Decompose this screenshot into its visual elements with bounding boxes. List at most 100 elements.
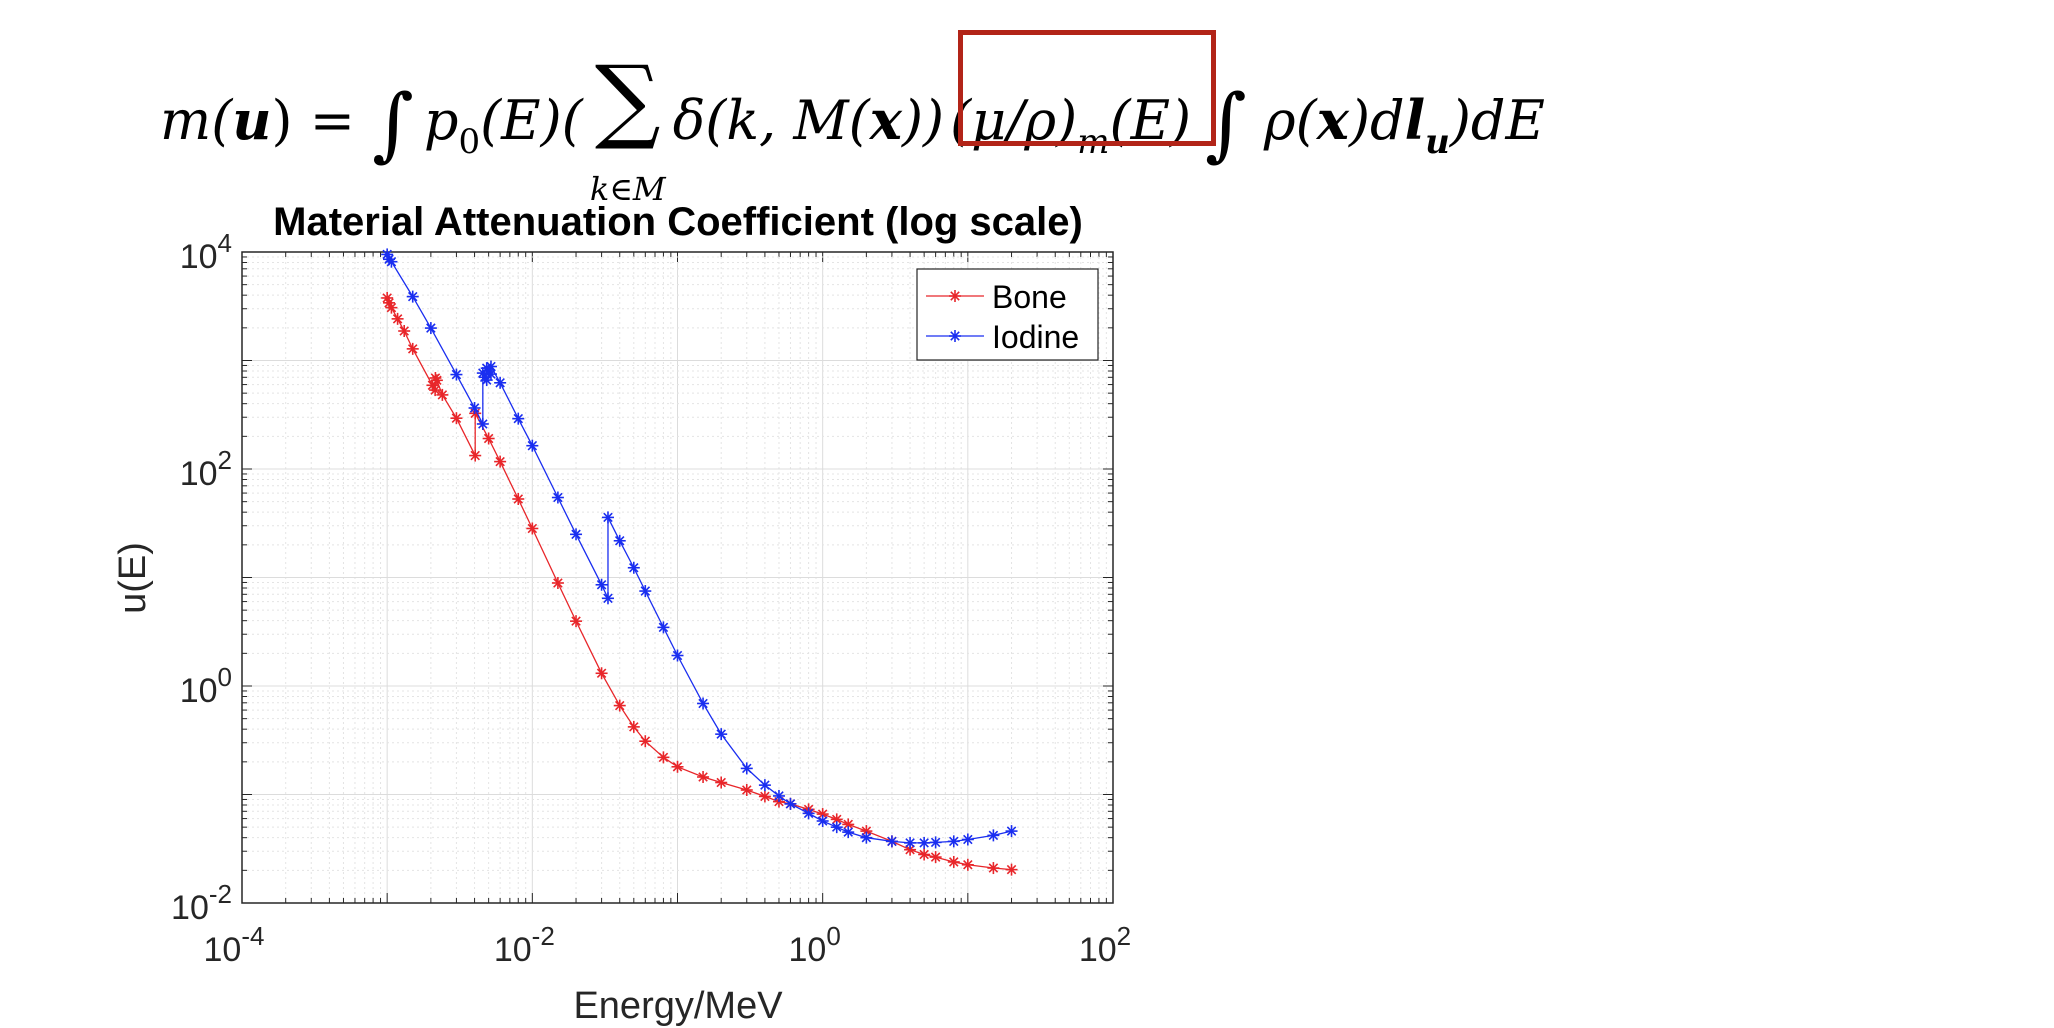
eq-part: l — [1404, 88, 1426, 152]
legend-label: Bone — [992, 279, 1067, 315]
eq-part: ) = — [271, 89, 373, 152]
data-point — [494, 376, 507, 389]
data-point — [961, 858, 974, 871]
data-point — [613, 699, 626, 712]
data-point — [758, 779, 771, 792]
data-point — [385, 301, 398, 314]
data-point — [450, 412, 463, 425]
series-line — [386, 297, 1012, 871]
data-point — [947, 835, 960, 848]
eq-part: u — [232, 88, 272, 152]
eq-part: (E)( — [480, 89, 583, 152]
data-point — [639, 735, 652, 748]
data-point — [398, 325, 411, 338]
data-point — [512, 412, 525, 425]
data-point — [430, 374, 443, 387]
data-point — [551, 576, 564, 589]
chart-title: Material Attenuation Coefficient (log sc… — [273, 200, 1083, 244]
data-point — [429, 384, 442, 397]
data-point — [860, 831, 873, 844]
data-point — [551, 491, 564, 504]
data-point — [627, 720, 640, 733]
eq-part: )) — [901, 89, 945, 152]
data-point — [784, 797, 797, 810]
data-point — [987, 829, 1000, 842]
data-point — [406, 290, 419, 303]
data-point — [424, 322, 437, 335]
eq-subscript: u — [1425, 122, 1450, 162]
data-point — [929, 836, 942, 849]
eq-part: )dE — [1449, 89, 1545, 152]
data-point — [816, 814, 829, 827]
data-point — [816, 808, 829, 821]
y-tick-label: 10-2 — [171, 879, 232, 927]
data-point — [595, 667, 608, 680]
eq-part: ρ( — [1246, 89, 1317, 152]
data-point — [450, 368, 463, 381]
series-iodine — [381, 248, 1018, 849]
eq-part: x — [1316, 88, 1349, 152]
data-point — [657, 751, 670, 764]
data-point — [671, 649, 684, 662]
data-point — [639, 585, 652, 598]
data-point — [918, 836, 931, 849]
data-point — [740, 784, 753, 797]
integral-sign: ∫ — [372, 77, 414, 170]
legend-marker — [949, 290, 961, 302]
data-point — [436, 388, 449, 401]
x-axis-label: Energy/MeV — [573, 985, 783, 1027]
legend-label: Iodine — [992, 319, 1079, 355]
data-point — [385, 255, 398, 268]
legend: Bone Iodine — [916, 268, 1099, 361]
data-point — [480, 374, 493, 387]
axes-box — [241, 251, 1114, 904]
legend-box — [916, 268, 1099, 361]
data-point — [671, 760, 684, 773]
y-axis-label: u(E) — [112, 542, 154, 614]
data-point — [476, 417, 489, 430]
data-point — [601, 511, 614, 524]
x-tick-label: 100 — [789, 921, 841, 969]
series-layer — [381, 248, 1018, 876]
data-point — [601, 592, 614, 605]
data-point — [1005, 863, 1018, 876]
data-point — [772, 789, 785, 802]
data-point — [484, 360, 497, 373]
data-point — [526, 439, 539, 452]
x-tick-label: 10-4 — [204, 921, 265, 969]
data-point — [391, 312, 404, 325]
data-point — [802, 807, 815, 820]
data-point — [758, 790, 771, 803]
y-tick-label: 104 — [180, 228, 232, 276]
data-point — [904, 836, 917, 849]
data-point — [570, 528, 583, 541]
data-point — [947, 855, 960, 868]
data-point — [526, 522, 539, 535]
data-point — [570, 615, 583, 628]
x-tick-label: 10-2 — [494, 921, 555, 969]
data-point — [613, 534, 626, 547]
data-point — [715, 728, 728, 741]
x-tick-label: 102 — [1079, 921, 1131, 969]
grid — [241, 252, 1113, 904]
data-point — [406, 342, 419, 355]
data-point — [918, 848, 931, 861]
legend-marker — [949, 330, 961, 342]
data-point — [697, 697, 710, 710]
data-point — [697, 770, 710, 783]
data-point — [512, 493, 525, 506]
data-point — [482, 432, 495, 445]
data-point — [885, 835, 898, 848]
data-point — [494, 455, 507, 468]
eq-part: )d — [1348, 89, 1405, 152]
eq-part: δ(k, M( — [672, 89, 870, 152]
data-point — [468, 401, 481, 414]
data-point — [842, 826, 855, 839]
data-point — [1005, 825, 1018, 838]
data-point — [929, 851, 942, 864]
data-point — [657, 621, 670, 634]
data-point — [987, 862, 1000, 875]
data-point — [715, 776, 728, 789]
